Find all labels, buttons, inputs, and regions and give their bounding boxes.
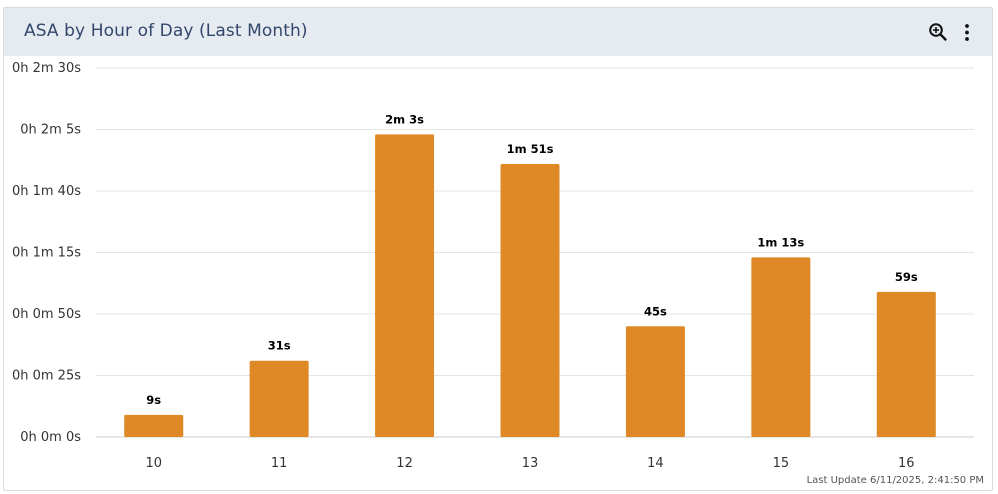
y-tick-label: 0h 0m 0s [20, 430, 81, 445]
bar-value-label: 59s [895, 270, 918, 284]
bar-value-label: 1m 51s [507, 142, 554, 156]
x-tick-label: 15 [773, 456, 790, 471]
bar [375, 134, 435, 438]
more-options-button[interactable] [955, 20, 979, 44]
widget-header: ASA by Hour of Day (Last Month) [4, 8, 992, 56]
bar-value-label: 31s [268, 339, 291, 353]
more-vertical-icon [965, 24, 969, 41]
zoom-in-icon [929, 23, 947, 41]
x-tick-label: 10 [145, 456, 162, 471]
bar [876, 291, 936, 437]
y-tick-label: 0h 0m 25s [12, 369, 81, 384]
y-tick-label: 0h 1m 15s [12, 246, 81, 261]
x-tick-label: 14 [647, 456, 664, 471]
y-tick-label: 0h 1m 40s [12, 184, 81, 199]
bar [751, 257, 811, 437]
zoom-in-button[interactable] [926, 20, 950, 44]
bar [625, 326, 685, 437]
x-tick-label: 12 [396, 456, 413, 471]
x-tick-label: 11 [271, 456, 288, 471]
bar [249, 360, 309, 437]
bar-value-label: 1m 13s [757, 235, 804, 249]
y-tick-label: 0h 2m 30s [12, 61, 81, 76]
widget-title: ASA by Hour of Day (Last Month) [24, 21, 308, 41]
chart-widget: ASA by Hour of Day (Last Month) 0h 0m 0s… [3, 7, 993, 491]
bar-value-label: 45s [644, 304, 667, 318]
bar-value-label: 9s [146, 393, 161, 407]
x-tick-label: 16 [898, 456, 915, 471]
bar [500, 163, 560, 437]
bar-chart: 0h 0m 0s 0h 0m 25s 0h 0m 50s 0h 1m 15s 0h 1m… [12, 61, 974, 471]
y-tick-label: 0h 2m 5s [20, 123, 81, 138]
x-tick-label: 13 [522, 456, 539, 471]
y-tick-label: 0h 0m 50s [12, 307, 81, 322]
last-update-text: Last Update 6/11/2025, 2:41:50 PM [806, 475, 984, 486]
bar [124, 414, 184, 437]
bar-value-label: 2m 3s [385, 112, 424, 126]
